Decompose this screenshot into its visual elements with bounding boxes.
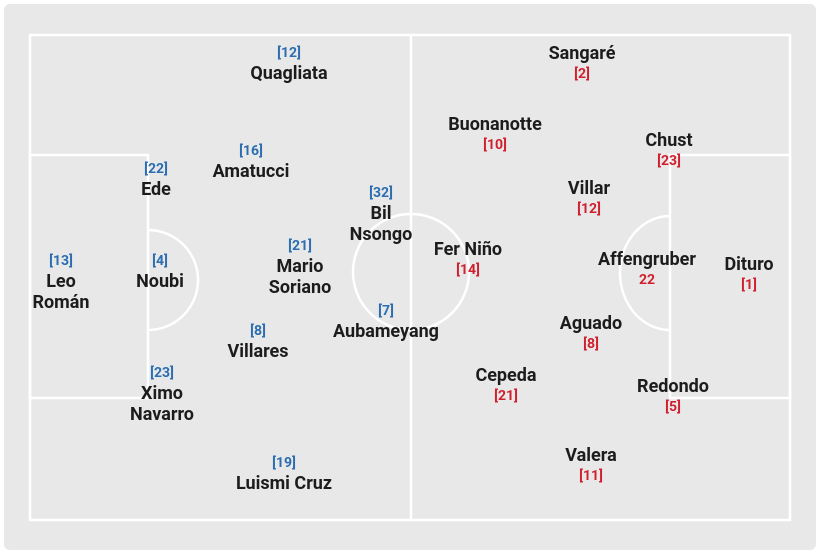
player-name: Sangaré bbox=[548, 43, 616, 64]
player-number: [1] bbox=[741, 277, 757, 293]
player-number: [21] bbox=[288, 238, 312, 254]
player: Dituro [1] bbox=[649, 254, 820, 295]
player-number: [13] bbox=[49, 253, 73, 269]
player-number: [7] bbox=[378, 303, 394, 319]
player-name: Affengruber bbox=[598, 249, 696, 270]
player-number: [19] bbox=[272, 455, 296, 471]
player: [22] Ede bbox=[56, 159, 256, 200]
player: Buonanotte [10] bbox=[395, 114, 595, 155]
player-name: Ximo Navarro bbox=[130, 383, 194, 425]
player-name: Quagliata bbox=[250, 63, 328, 84]
player: [4] Noubi bbox=[60, 251, 260, 292]
player: [23] Ximo Navarro bbox=[117, 363, 207, 425]
player-name: Noubi bbox=[136, 271, 184, 292]
player-number: [14] bbox=[456, 262, 480, 278]
player: Sangaré [2] bbox=[482, 43, 682, 84]
player-name: Aubameyang bbox=[333, 321, 439, 342]
player-name: Buonanotte bbox=[448, 114, 542, 135]
player-number: [22] bbox=[144, 161, 168, 177]
player-name: Chust bbox=[645, 130, 693, 151]
player: Villar [12] bbox=[489, 178, 689, 219]
player: [19] Luismi Cruz bbox=[184, 453, 384, 494]
player-name: Cepeda bbox=[475, 365, 537, 386]
player-number: [11] bbox=[579, 468, 603, 484]
player-name: Aguado bbox=[559, 313, 623, 334]
player-name: Dituro bbox=[724, 254, 774, 275]
player-name: Luismi Cruz bbox=[235, 473, 333, 494]
player: Valera [11] bbox=[491, 445, 691, 486]
player: [21] Mario Soriano bbox=[255, 236, 345, 298]
player-number: [4] bbox=[152, 253, 168, 269]
player: [8] Villares bbox=[158, 321, 358, 362]
player-name: Mario Soriano bbox=[268, 256, 332, 298]
player: Redondo [5] bbox=[573, 376, 773, 417]
player-number: [5] bbox=[665, 399, 681, 415]
player-number: [16] bbox=[239, 143, 263, 159]
player: Fer Niño [14] bbox=[368, 239, 568, 280]
player-number: [23] bbox=[150, 365, 174, 381]
player-name: Bil Nsongo bbox=[349, 203, 413, 245]
player-name: Ede bbox=[141, 179, 171, 200]
player: Affengruber 22 bbox=[547, 249, 747, 290]
player: [32] Bil Nsongo bbox=[341, 183, 421, 245]
player: Cepeda [21] bbox=[406, 365, 606, 406]
player-number: [10] bbox=[483, 137, 507, 153]
player: [16] Amatucci bbox=[151, 141, 351, 182]
player-name: Villares bbox=[227, 341, 289, 362]
player-number: [32] bbox=[369, 185, 393, 201]
player-name: Villar bbox=[567, 178, 611, 199]
player-number: [23] bbox=[657, 153, 681, 169]
player-name: Fer Niño bbox=[433, 239, 503, 260]
player-name: Amatucci bbox=[212, 161, 290, 182]
player-name: Valera bbox=[565, 445, 617, 466]
player: [7] Aubameyang bbox=[286, 301, 486, 342]
player-number: [12] bbox=[577, 201, 601, 217]
player-number: [21] bbox=[494, 388, 518, 404]
player: [13] Leo Román bbox=[24, 251, 99, 313]
player: [12] Quagliata bbox=[189, 43, 389, 84]
player-number: 22 bbox=[638, 272, 656, 288]
pitch-lines bbox=[28, 33, 792, 522]
player-name: Redondo bbox=[637, 376, 709, 397]
player-number: [2] bbox=[574, 66, 590, 82]
player-number: [12] bbox=[277, 45, 301, 61]
player-number: [8] bbox=[250, 323, 266, 339]
player: Chust [23] bbox=[569, 130, 769, 171]
player-number: [8] bbox=[583, 336, 599, 352]
player: Aguado [8] bbox=[491, 313, 691, 354]
player-name: Leo Román bbox=[32, 271, 90, 313]
